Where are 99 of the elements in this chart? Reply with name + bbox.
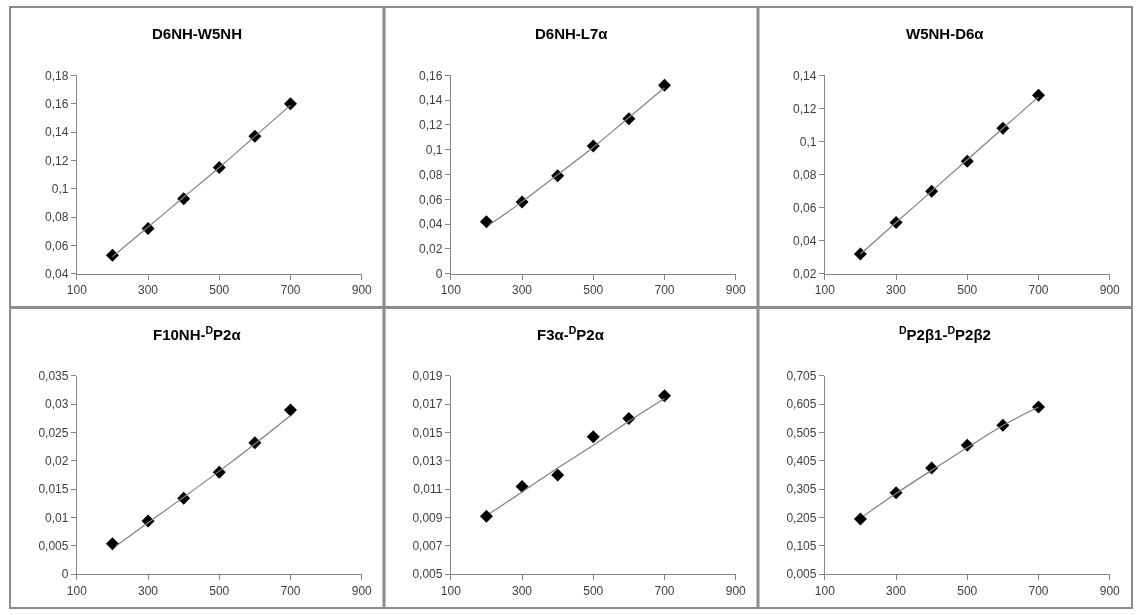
x-tick-label: 300: [886, 283, 907, 298]
y-tick-label: 0,18: [45, 68, 69, 83]
point: [284, 97, 297, 111]
point: [284, 403, 297, 417]
x-tick-label: 700: [280, 583, 301, 598]
y-tick-label: 0: [435, 266, 443, 281]
y-tick-label: 0,06: [793, 200, 817, 215]
x-tick-label: 100: [440, 283, 462, 298]
y-tick-label: 0,03: [45, 397, 69, 412]
y-tick-label: 0,14: [45, 125, 69, 140]
y-tick-label: 0,007: [412, 539, 443, 554]
point: [105, 537, 119, 551]
x-tick-label: 900: [351, 283, 373, 298]
x-tick-label: 100: [440, 583, 462, 598]
x-tick-label: 300: [886, 583, 907, 598]
y-tick-label: 0,08: [419, 167, 443, 182]
y-tick-label: 0,105: [786, 539, 817, 554]
point: [853, 512, 867, 526]
y-tick-label: 0,205: [786, 510, 817, 525]
x-tick-label: 500: [583, 283, 604, 298]
y-tick-label: 0,013: [412, 454, 443, 469]
y-tick-label: 0,015: [38, 482, 69, 497]
x-tick-label: 900: [1099, 583, 1121, 598]
chart-title: W5NH-D6α: [906, 25, 985, 42]
y-tick-label: 0,04: [45, 266, 69, 281]
y-tick-label: 0,1: [425, 143, 443, 157]
x-tick-label: 500: [583, 583, 604, 598]
y-tick-label: 0,017: [412, 397, 443, 412]
x-tick-label: 300: [138, 283, 159, 298]
point: [1032, 88, 1045, 102]
x-tick-label: 500: [209, 583, 230, 598]
x-tick-label: 700: [280, 283, 301, 298]
point: [551, 468, 565, 482]
y-tick-label: 0,025: [38, 425, 69, 440]
x-tick-label: 100: [814, 283, 836, 298]
point: [1032, 400, 1045, 414]
y-tick-label: 0,14: [419, 93, 443, 108]
chart-title: D6NH-W5NH: [152, 25, 242, 42]
y-tick-label: 0,605: [786, 397, 817, 412]
y-tick-label: 0,405: [786, 454, 817, 469]
y-tick-label: 0,705: [786, 369, 817, 384]
y-tick-label: 0,12: [45, 153, 69, 168]
y-tick-label: 0,04: [793, 233, 817, 248]
y-tick-label: 0,08: [793, 167, 817, 182]
point: [853, 247, 867, 261]
x-tick-label: 300: [138, 583, 159, 598]
x-tick-label: 700: [654, 583, 675, 598]
point: [515, 479, 529, 493]
y-tick-label: 0,005: [38, 539, 69, 554]
x-tick-label: 900: [351, 583, 373, 598]
point: [479, 215, 493, 229]
chart-title: D6NH-L7α: [535, 25, 609, 42]
y-tick-label: 0,16: [45, 96, 69, 111]
chart-title: $^{D}$P2β1-$^{D}$P2β2: [899, 324, 991, 344]
x-tick-label: 100: [66, 583, 88, 598]
y-tick-label: 0,1: [51, 181, 69, 196]
x-tick-label: 300: [512, 283, 533, 298]
y-tick-label: 0,06: [419, 192, 443, 207]
x-tick-label: 700: [654, 283, 675, 298]
y-tick-label: 0,14: [793, 68, 817, 83]
x-tick-label: 500: [209, 283, 230, 298]
x-tick-label: 900: [725, 583, 747, 598]
y-tick-label: 0,305: [786, 482, 817, 497]
y-tick-label: 0,12: [419, 118, 443, 133]
point: [105, 248, 119, 262]
y-tick-label: 0,01: [45, 510, 69, 525]
y-tick-label: 0,16: [419, 68, 443, 83]
y-tick-label: 0,12: [793, 101, 817, 116]
y-tick-label: 0,009: [412, 510, 443, 525]
chart-title: F10NH-$^{D}$P2α: [153, 324, 242, 344]
x-tick-label: 500: [957, 583, 978, 598]
x-tick-label: 900: [725, 283, 747, 298]
x-tick-label: 500: [957, 283, 978, 298]
point: [658, 389, 671, 403]
y-tick-label: 0,08: [45, 210, 69, 225]
x-tick-label: 700: [1028, 283, 1049, 298]
y-tick-label: 0,019: [412, 369, 443, 384]
point: [586, 430, 600, 444]
y-tick-label: 0: [61, 567, 69, 582]
y-tick-label: 0,06: [45, 238, 69, 253]
point: [479, 509, 493, 523]
x-tick-label: 100: [814, 583, 836, 598]
y-tick-label: 0,005: [412, 567, 443, 582]
y-tick-label: 0,04: [419, 217, 443, 232]
y-tick-label: 0,02: [45, 454, 69, 469]
y-tick-label: 0,005: [786, 567, 817, 582]
chart-title: F3α-$^{D}$P2α: [537, 324, 605, 344]
x-tick-label: 900: [1099, 283, 1121, 298]
y-tick-label: 0,02: [793, 266, 817, 281]
x-tick-label: 100: [66, 283, 88, 298]
x-tick-label: 300: [512, 583, 533, 598]
y-tick-label: 0,1: [799, 134, 817, 149]
y-tick-label: 0,02: [419, 242, 443, 257]
y-tick-label: 0,011: [413, 482, 443, 497]
y-tick-label: 0,035: [38, 369, 69, 384]
x-tick-label: 700: [1028, 583, 1049, 598]
y-tick-label: 0,505: [786, 425, 817, 440]
y-tick-label: 0,015: [412, 425, 443, 440]
point: [658, 78, 671, 92]
